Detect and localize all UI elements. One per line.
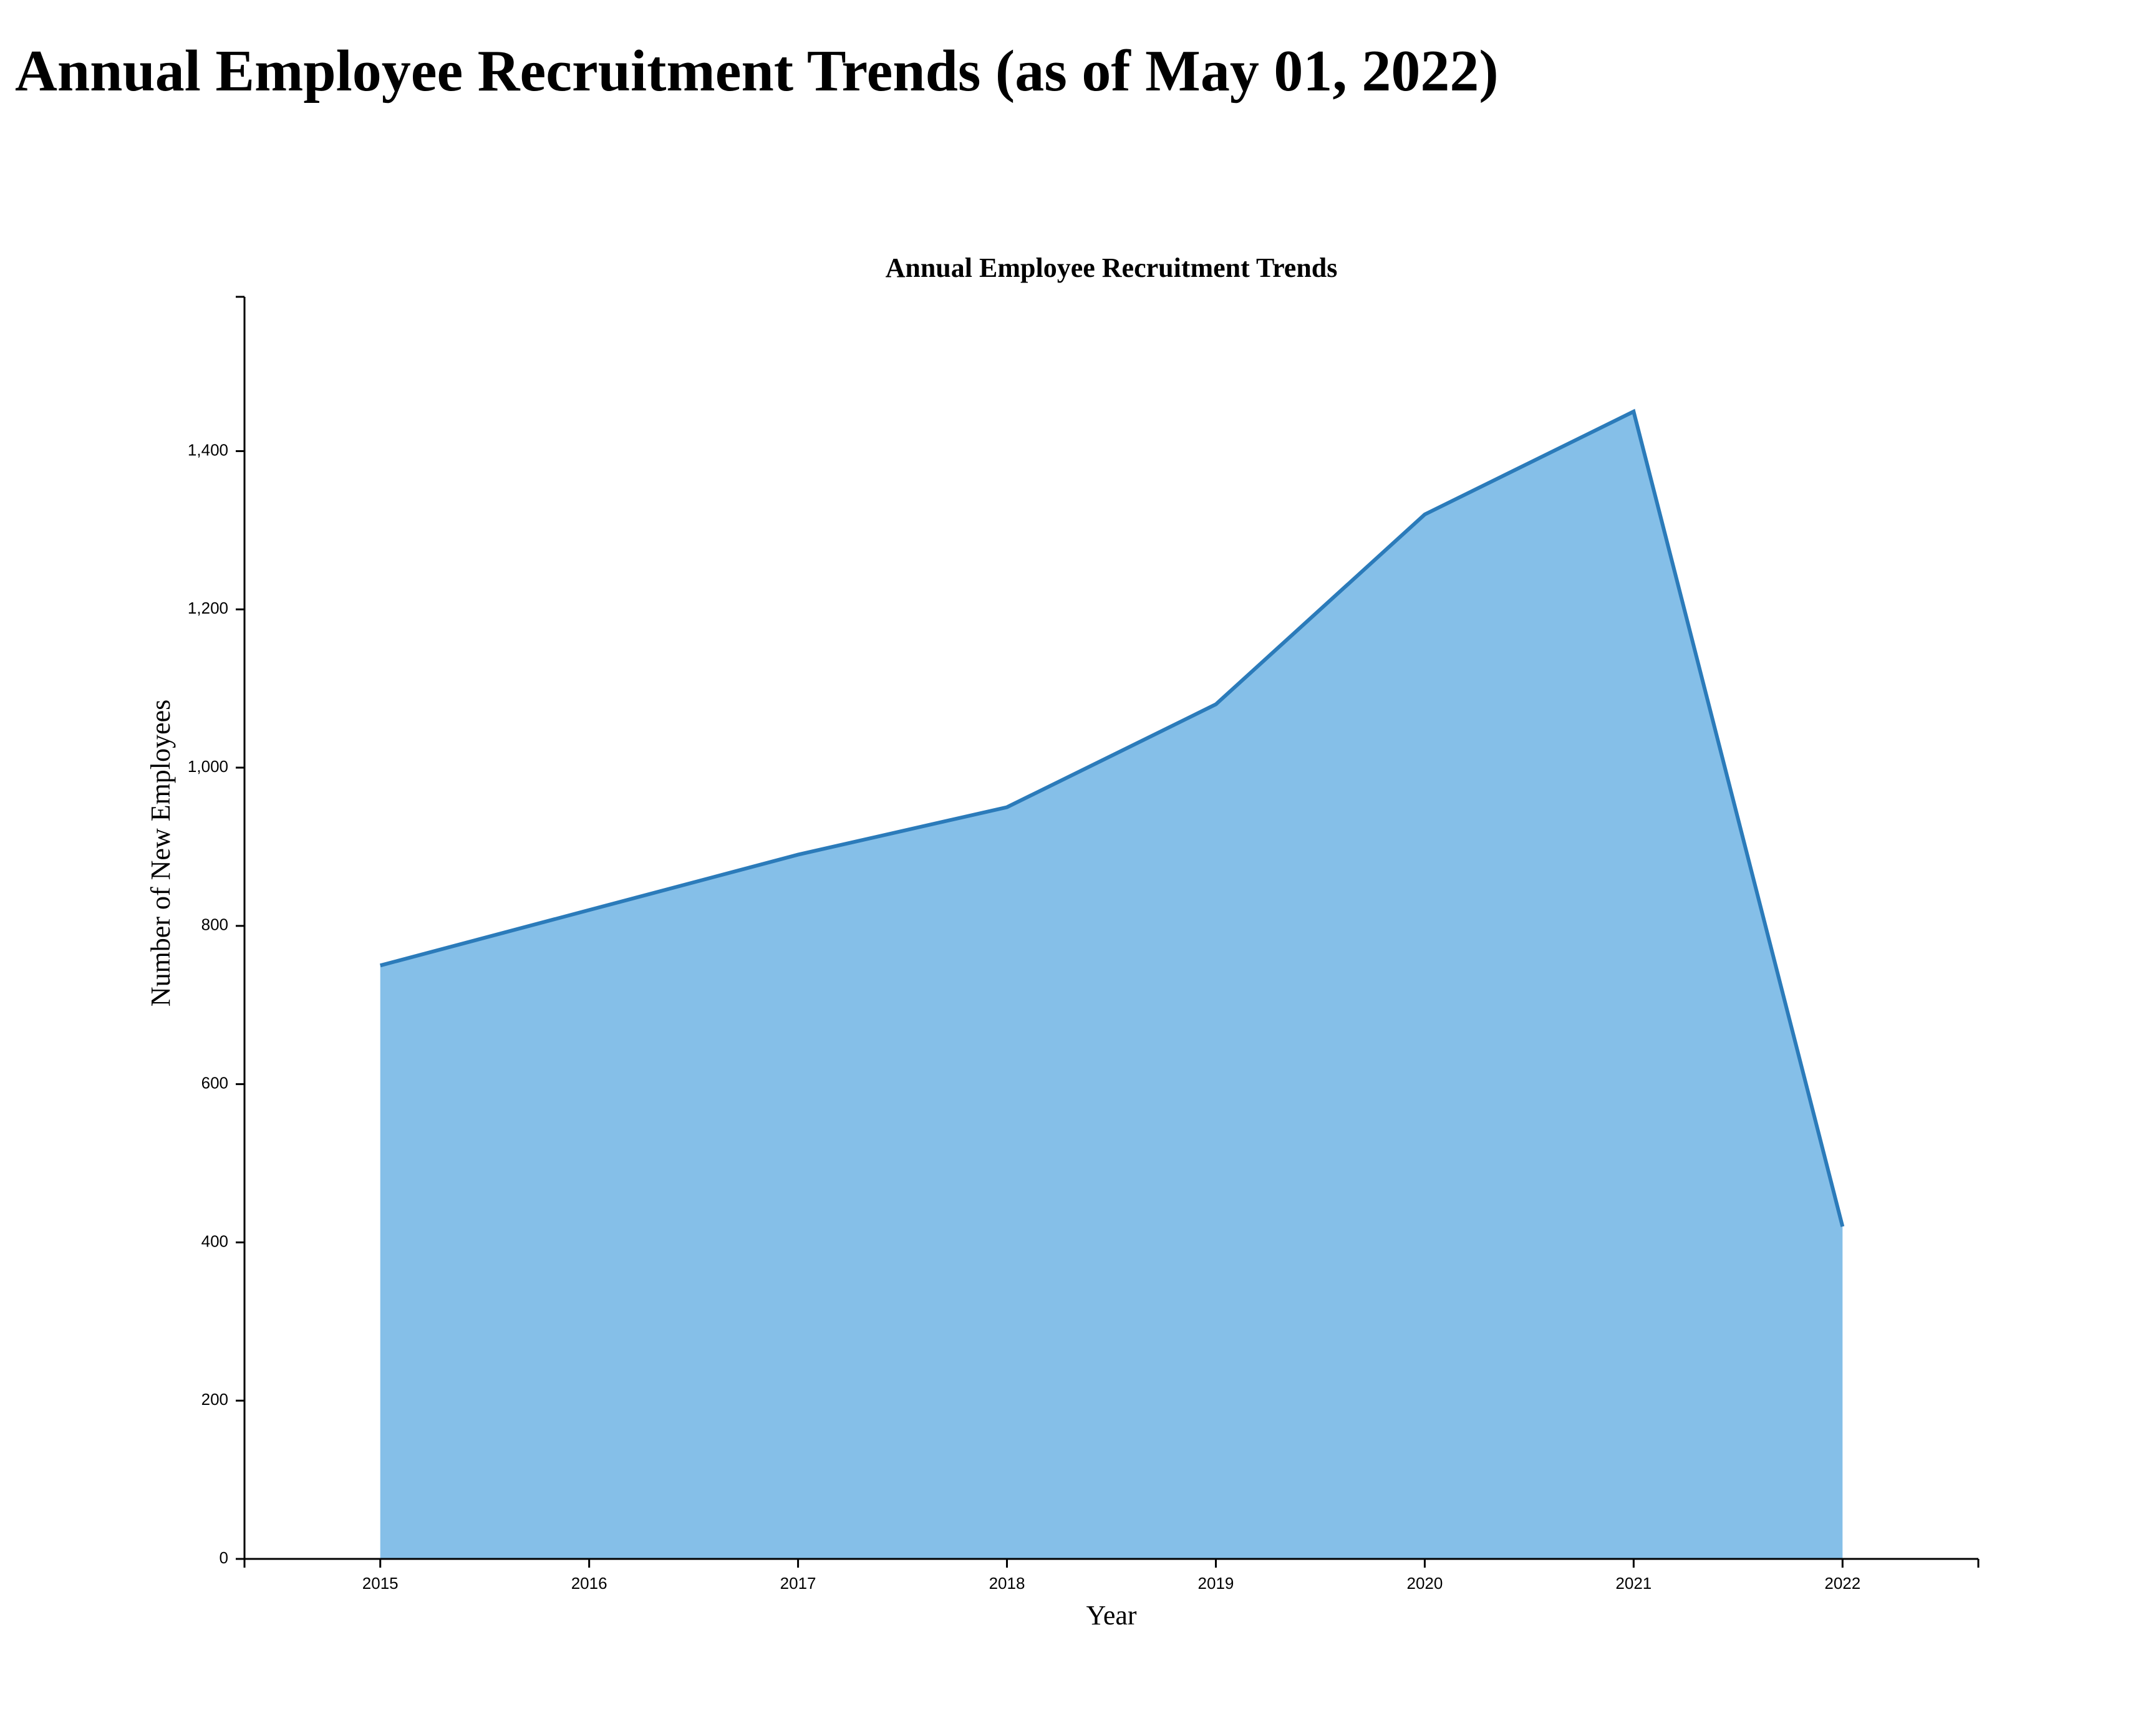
x-tick-label: 2022 xyxy=(1824,1574,1860,1593)
plot-area xyxy=(379,408,1845,1559)
x-tick-label: 2019 xyxy=(1198,1574,1234,1593)
x-tick-label: 2020 xyxy=(1406,1574,1443,1593)
y-tick-label: 1,200 xyxy=(188,599,228,617)
x-tick-label: 2016 xyxy=(571,1574,607,1593)
y-tick-label: 0 xyxy=(220,1548,228,1567)
x-axis-label: Year xyxy=(1086,1600,1136,1631)
y-tick-label: 400 xyxy=(201,1232,228,1250)
x-axis: 2015 2016 2017 2018 2019 2020 2021 2022 xyxy=(243,1558,1980,1593)
chart-title: Annual Employee Recruitment Trends xyxy=(886,253,1338,283)
y-tick-label: 200 xyxy=(201,1390,228,1409)
x-tick-label: 2021 xyxy=(1615,1574,1652,1593)
series-line xyxy=(379,408,1845,1227)
y-tick-label: 1,000 xyxy=(188,757,228,776)
y-tick-label: 800 xyxy=(201,915,228,934)
x-tick-label: 2018 xyxy=(989,1574,1025,1593)
y-axis-label: Number of New Employees xyxy=(145,700,176,1006)
page-heading: Annual Employee Recruitment Trends (as o… xyxy=(15,39,1499,104)
y-tick-label: 600 xyxy=(201,1073,228,1092)
y-tick-label: 1,400 xyxy=(188,440,228,459)
x-tick-label: 2017 xyxy=(780,1574,816,1593)
area-fill xyxy=(380,412,1843,1559)
x-tick-label: 2015 xyxy=(362,1574,399,1593)
y-axis: 0 200 400 600 800 1,000 1,200 1,400 xyxy=(188,296,246,1567)
